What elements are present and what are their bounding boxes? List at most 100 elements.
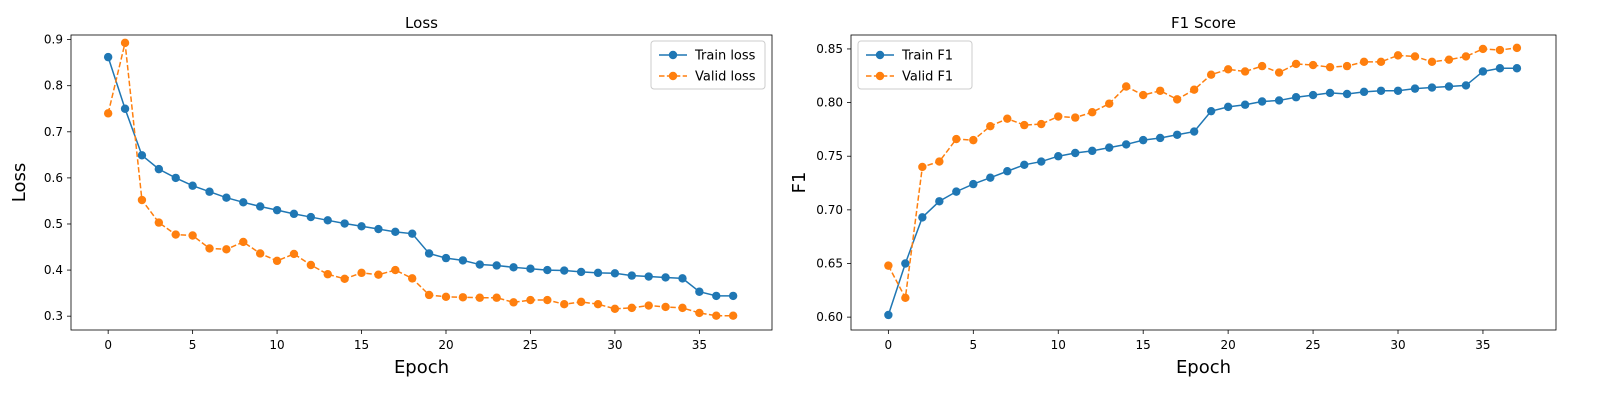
legend-swatch-marker [875, 71, 885, 81]
data-point [306, 212, 316, 222]
data-point [475, 293, 484, 302]
data-point [1020, 160, 1029, 169]
data-point [103, 109, 113, 118]
data-point [1444, 82, 1454, 91]
y-axis-label: F1 [789, 172, 810, 194]
x-axis-label: Epoch [1176, 357, 1231, 378]
data-point [901, 293, 910, 303]
legend: Train F1 Valid F1 [857, 40, 973, 90]
data-point [340, 219, 349, 228]
data-point [593, 299, 603, 309]
legend-swatch-marker [668, 50, 678, 60]
x-tick-label: 35 [692, 338, 707, 352]
data-point [1291, 59, 1301, 69]
data-point [644, 272, 653, 281]
data-point [1172, 130, 1182, 139]
plot-frame [70, 34, 773, 331]
data-point [154, 164, 164, 174]
chart-title: F1 Score [1171, 14, 1236, 32]
x-tick-label: 25 [523, 338, 538, 352]
data-point [678, 274, 687, 283]
data-point [1376, 57, 1386, 67]
data-point [424, 249, 434, 258]
data-point [1138, 90, 1148, 100]
data-point [222, 193, 231, 202]
y-tick-label: 0.8 [44, 79, 63, 93]
data-point [576, 297, 586, 307]
data-point [986, 173, 995, 182]
data-point [1359, 57, 1369, 67]
data-point [357, 268, 366, 278]
data-point [492, 293, 501, 302]
chart-title: Loss [405, 14, 438, 32]
data-point [935, 197, 944, 206]
data-point [120, 104, 130, 113]
data-point [1054, 112, 1063, 121]
data-point [424, 290, 434, 300]
data-point [255, 202, 265, 211]
data-point [475, 260, 484, 269]
data-point [1155, 86, 1165, 95]
data-point [1393, 86, 1403, 95]
data-point [137, 195, 147, 205]
data-point [1274, 96, 1284, 105]
legend-entry-label: Valid loss [695, 70, 756, 85]
x-tick-label: 35 [1475, 338, 1490, 352]
x-tick-label: 10 [1051, 338, 1066, 352]
data-point [205, 187, 214, 196]
data-point [458, 293, 468, 302]
data-point [1003, 114, 1012, 123]
x-axis-label: Epoch [394, 357, 449, 378]
series-line-valid [107, 42, 734, 317]
data-point [1105, 99, 1114, 108]
x-tick-label: 30 [607, 338, 622, 352]
data-point [1155, 133, 1165, 143]
data-point [509, 298, 518, 307]
loss-chart-panel: Loss 0 5 10 15 20 25 30 35 0.3 0.4 0.5 0.6 0.7 0.8 0.9 E… [9, 14, 773, 378]
data-point [154, 218, 164, 227]
legend-swatch-marker [875, 50, 885, 60]
legend-entry-label: Train F1 [901, 49, 953, 64]
data-point [306, 260, 316, 270]
x-tick-label: 25 [1305, 338, 1320, 352]
data-point [1122, 140, 1131, 149]
data-point [1495, 64, 1505, 73]
data-point [935, 157, 944, 166]
y-tick-label: 0.80 [816, 96, 843, 110]
data-point [509, 263, 518, 272]
data-point [1088, 146, 1097, 156]
y-tick-label: 0.3 [44, 309, 63, 323]
data-point [661, 273, 670, 282]
series-line-train [887, 67, 1517, 316]
data-point [391, 265, 400, 275]
data-point [239, 237, 248, 247]
data-point [712, 311, 721, 320]
data-point [627, 271, 636, 280]
data-point [441, 292, 451, 302]
legend-box [857, 40, 973, 90]
series-line-train [107, 56, 734, 297]
data-point [1088, 108, 1097, 117]
data-point [1071, 113, 1080, 122]
data-point [918, 213, 927, 222]
data-point [1054, 152, 1063, 161]
data-point [1274, 68, 1284, 77]
data-point [1138, 135, 1148, 145]
y-tick-label: 0.9 [44, 33, 63, 47]
data-point [374, 224, 383, 234]
data-point [1189, 85, 1199, 94]
data-point [543, 265, 552, 275]
data-point [188, 231, 197, 240]
data-point [952, 134, 961, 144]
data-point [1376, 86, 1386, 95]
data-point [1240, 67, 1250, 76]
y-tick-label: 0.5 [44, 217, 63, 231]
y-tick-label: 0.6 [44, 171, 63, 185]
data-point [103, 52, 113, 62]
data-point [1427, 57, 1437, 67]
data-point [492, 261, 501, 270]
data-point [441, 253, 451, 263]
x-tick-label: 30 [1390, 338, 1405, 352]
data-point [952, 187, 961, 196]
